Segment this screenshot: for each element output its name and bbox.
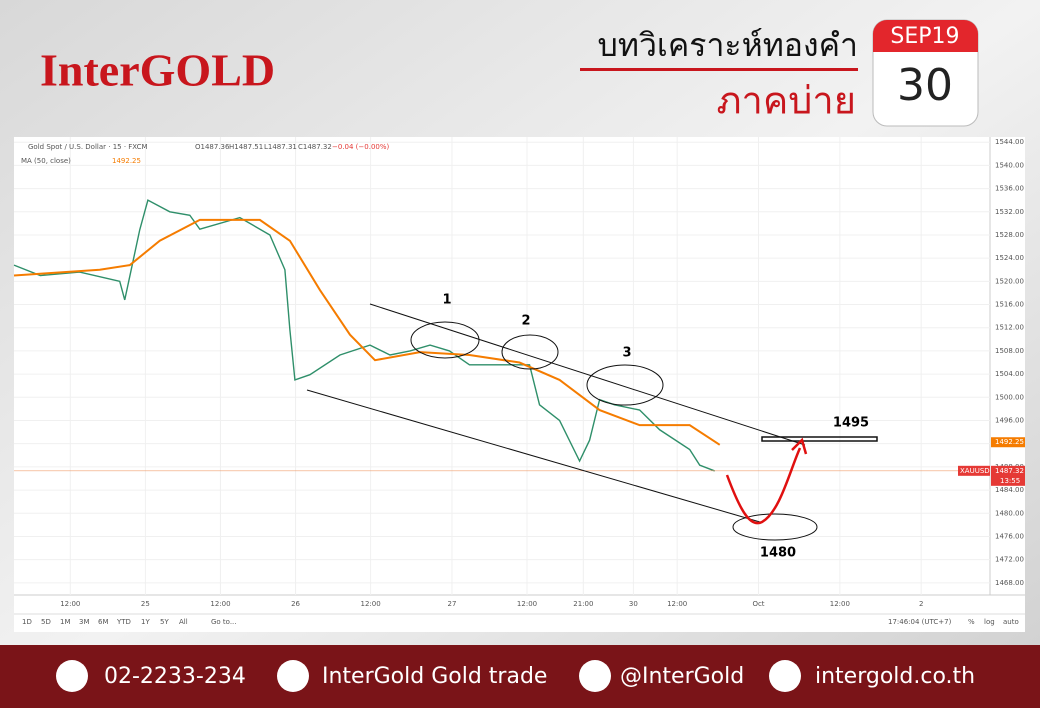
annotation-label: 2 [521, 314, 530, 329]
option-button[interactable]: log [984, 618, 995, 626]
chart-panel [14, 137, 1025, 632]
range-button[interactable]: 3M [79, 618, 90, 626]
y-tick-label: 1528.00 [995, 231, 1024, 239]
range-button[interactable]: 6M [98, 618, 109, 626]
ohlc: O1487.36 [195, 143, 230, 151]
x-tick-label: 12:00 [210, 600, 230, 608]
ohlc: C1487.32 [298, 143, 332, 151]
phone: 02-2233-234 [104, 664, 246, 689]
range-button[interactable]: All [179, 618, 188, 626]
line-id: @InterGold [620, 664, 744, 689]
y-tick-label: 1532.00 [995, 208, 1024, 216]
footer-icons [56, 660, 801, 692]
range-button[interactable]: 5D [41, 618, 51, 626]
x-tick-label: Oct [752, 600, 764, 608]
y-tick-label: 1544.00 [995, 138, 1024, 146]
underline [580, 68, 858, 71]
y-tick-label: 1472.00 [995, 556, 1024, 564]
calendar: SEP19 30 [872, 19, 979, 127]
price-tag [958, 465, 990, 476]
symbol: Gold Spot / U.S. Dollar · 15 · FXCM [28, 143, 148, 151]
ohlc: −0.04 (−0.00%) [332, 143, 390, 151]
x-tick-label: 12:00 [830, 600, 850, 608]
annotation-label: 3 [622, 346, 631, 361]
indicator: MA (50, close) [21, 157, 71, 165]
range-button[interactable]: YTD [116, 618, 131, 626]
x-tick-label: 12:00 [60, 600, 80, 608]
range-button[interactable]: 1M [60, 618, 71, 626]
x-tick-label: 26 [291, 600, 300, 608]
footer [0, 645, 1040, 708]
y-tick-label: 1536.00 [995, 185, 1024, 193]
y-tick-label: 1480.00 [995, 509, 1024, 517]
annotation-label: 1 [442, 293, 451, 308]
range-button[interactable]: 1D [22, 618, 32, 626]
ohlc: L1487.31 [264, 143, 297, 151]
y-tick-label: 1504.00 [995, 370, 1024, 378]
price-tag [991, 465, 1025, 486]
range-button[interactable]: 5Y [160, 618, 169, 626]
price-tag-countdown: 13:55 [1000, 477, 1020, 485]
subtitle: ภาคบ่าย [716, 79, 856, 123]
y-tick-label: 1496.00 [995, 416, 1024, 424]
title: บทวิเคราะห์ทองคำ [598, 26, 858, 64]
calendar-day: 30 [897, 60, 953, 111]
y-tick-label: 1512.00 [995, 324, 1024, 332]
y-tick-label: 1508.00 [995, 347, 1024, 355]
clock: 17:46:04 (UTC+7) [888, 618, 952, 626]
ma-tag [991, 437, 1025, 448]
y-tick-label: 1540.00 [995, 161, 1024, 169]
annotation-label: 1495 [833, 416, 869, 431]
y-tick-label: 1484.00 [995, 486, 1024, 494]
x-tick-label: 30 [629, 600, 638, 608]
range-button[interactable]: 1Y [141, 618, 150, 626]
price-line [13, 218, 721, 446]
x-tick-label: 12:00 [667, 600, 687, 608]
x-tick-label: 12:00 [517, 600, 537, 608]
x-tick-label: 27 [447, 600, 456, 608]
website: intergold.co.th [815, 664, 975, 689]
y-tick-label: 1500.00 [995, 393, 1024, 401]
indicator-value: 1492.25 [112, 157, 141, 165]
price-tag-symbol: XAUUSD [960, 467, 990, 475]
annotation-label: 1480 [760, 546, 796, 561]
y-tick-label: 1468.00 [995, 579, 1024, 587]
y-tick-label: 1520.00 [995, 277, 1024, 285]
calendar-month: SEP19 [890, 24, 959, 49]
x-tick-label: 12:00 [361, 600, 381, 608]
option-button[interactable]: % [968, 618, 975, 626]
price-tag-value: 1487.32 [995, 467, 1024, 475]
x-tick-label: 21:00 [573, 600, 593, 608]
x-tick-label: 2 [919, 600, 923, 608]
ma-tag-value: 1492.25 [995, 438, 1024, 446]
facebook: InterGold Gold trade [322, 664, 547, 689]
ohlc: H1487.51 [229, 143, 263, 151]
goto-button[interactable]: Go to... [211, 618, 237, 626]
option-button[interactable]: auto [1003, 618, 1019, 626]
y-tick-label: 1524.00 [995, 254, 1024, 262]
y-tick-label: 1516.00 [995, 301, 1024, 309]
brand: InterGOLD [40, 45, 275, 96]
x-tick-label: 25 [141, 600, 150, 608]
annotations [306, 303, 878, 541]
y-tick-label: 1476.00 [995, 532, 1024, 540]
